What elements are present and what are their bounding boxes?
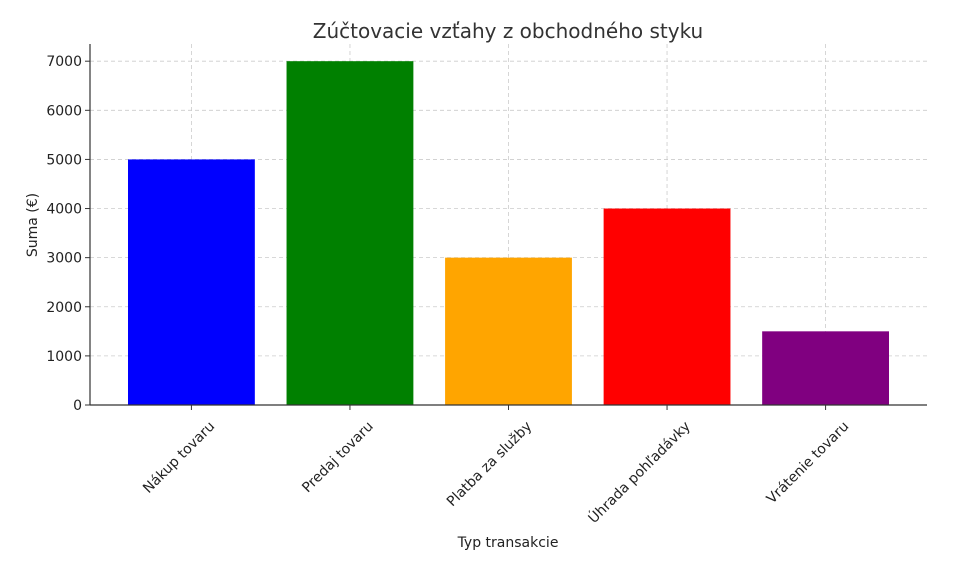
bar bbox=[128, 159, 255, 405]
y-tick-label: 5000 bbox=[46, 152, 82, 168]
x-axis-label: Typ transakcie bbox=[457, 535, 559, 551]
y-tick-label: 0 bbox=[73, 398, 82, 414]
y-tick-label: 1000 bbox=[46, 349, 82, 365]
bar-layer bbox=[128, 61, 889, 405]
y-tick-label: 4000 bbox=[46, 202, 82, 218]
y-tick-label: 3000 bbox=[46, 251, 82, 267]
bar bbox=[603, 208, 731, 405]
bar bbox=[445, 257, 572, 405]
bar bbox=[286, 61, 414, 405]
x-tick-label: Nákup tovaru bbox=[140, 419, 218, 497]
chart-title: Zúčtovacie vzťahy z obchodného styku bbox=[313, 19, 703, 43]
y-tick-label: 2000 bbox=[46, 300, 82, 316]
y-tick-label: 7000 bbox=[46, 54, 82, 70]
x-tick-label: Predaj tovaru bbox=[299, 419, 377, 497]
x-tick-label: Vrátenie tovaru bbox=[764, 419, 853, 508]
bar bbox=[762, 331, 889, 405]
y-tick-label: 6000 bbox=[46, 103, 82, 119]
x-tick-label: Platba za služby bbox=[444, 419, 535, 510]
x-tick-label: Úhrada pohľadávky bbox=[584, 417, 694, 527]
y-axis-label: Suma (€) bbox=[25, 193, 41, 257]
